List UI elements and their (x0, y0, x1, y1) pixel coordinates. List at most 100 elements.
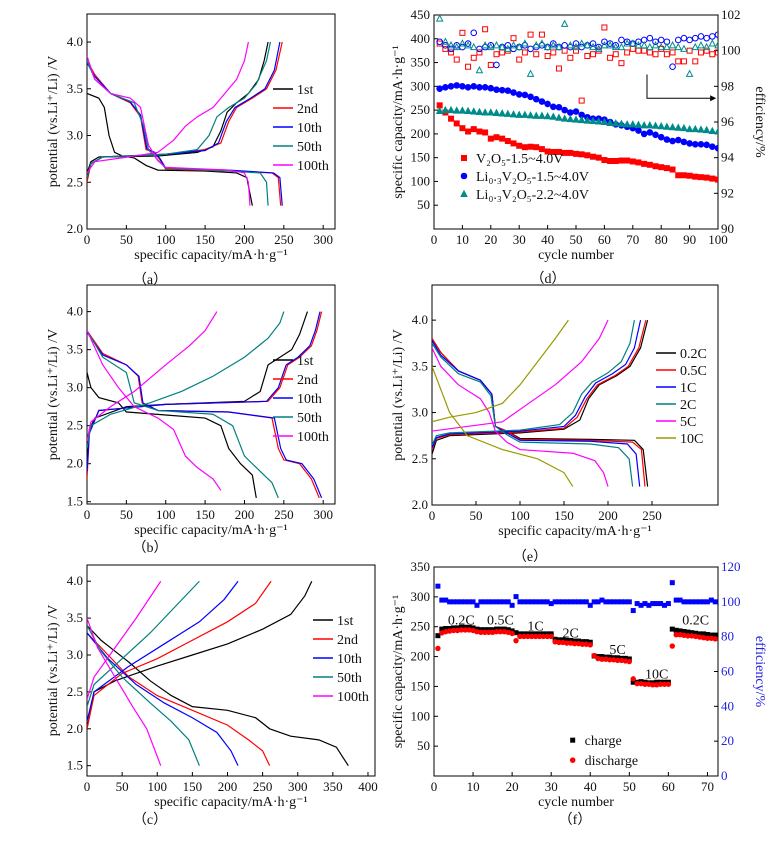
y-axis-label: potential (vs.Li⁺/Li) /V (46, 56, 61, 187)
efficiency-point (532, 41, 541, 49)
legend-label: 5C (680, 415, 696, 430)
efficiency-point (587, 602, 593, 608)
y-tick-label: 100 (411, 708, 431, 723)
efficiency-point (669, 63, 676, 71)
capacity-point (521, 144, 528, 151)
legend-label: 50th (297, 140, 322, 155)
x-axis-label: cycle number (538, 248, 614, 263)
plot-area (87, 311, 323, 499)
discharge-point (458, 627, 465, 633)
plot-frame (86, 13, 336, 230)
efficiency-point (490, 599, 496, 605)
efficiency-point (657, 42, 666, 51)
legend-label: 0.2C (680, 347, 707, 362)
y-tick-label: 150 (411, 150, 431, 165)
capacity-point (447, 83, 455, 90)
efficiency-point (692, 58, 699, 65)
plot-area (87, 41, 283, 206)
capacity-point (555, 148, 562, 155)
efficiency-point (466, 599, 472, 605)
efficiency-point (510, 35, 517, 42)
efficiency-point (515, 42, 524, 51)
discharge-point (650, 682, 656, 688)
efficiency-point (606, 41, 614, 49)
efficiency-point (459, 43, 466, 51)
efficiency-point (527, 45, 534, 53)
efficiency-point (661, 602, 667, 608)
y-tick-label: 1.5 (67, 494, 83, 509)
curve-2nd-discharge (87, 60, 282, 206)
curve-100th-discharge (87, 617, 162, 766)
capacity-point (680, 138, 688, 146)
arrow-head-icon (710, 95, 717, 102)
discharge-point (540, 633, 547, 640)
efficiency-point (486, 599, 492, 605)
efficiency-point (561, 42, 568, 49)
curve-50th-charge (87, 580, 200, 707)
capacity-point (481, 108, 489, 116)
y-tick-label: 2.0 (412, 497, 428, 512)
legend-label: 50th (337, 671, 362, 686)
efficiency-point (573, 47, 579, 54)
x-tick-label: 150 (183, 779, 203, 794)
capacity-point (435, 106, 444, 115)
capacity-point (640, 121, 648, 129)
efficiency-point (578, 97, 585, 104)
capacity-point (641, 160, 648, 167)
capacity-point (646, 121, 654, 129)
charge-point (673, 627, 679, 633)
capacity-point (482, 129, 489, 136)
efficiency-point (638, 602, 644, 608)
capacity-point (635, 127, 642, 134)
efficiency-point (681, 599, 687, 605)
efficiency-point (447, 41, 455, 49)
capacity-point (658, 164, 665, 171)
efficiency-point (646, 602, 652, 608)
efficiency-point (470, 599, 476, 605)
efficiency-point (669, 49, 676, 56)
curve-1st-discharge (87, 372, 257, 499)
legend-label: Li₀.₃V₂O₅-2.2~4.0V (476, 188, 589, 203)
curve-2nd-discharge (87, 330, 320, 499)
efficiency-point (465, 63, 472, 70)
capacity-point (703, 174, 710, 181)
discharge-point (607, 657, 613, 663)
y-tick-label: 300 (411, 78, 431, 93)
discharge-point (536, 633, 543, 640)
efficiency-point (458, 39, 467, 47)
capacity-point (623, 120, 631, 128)
capacity-point (680, 123, 688, 132)
capacity-point (493, 134, 500, 141)
capacity-point (674, 123, 683, 131)
efficiency-point (555, 65, 562, 72)
efficiency-point (509, 602, 515, 608)
curve-2nd-charge (87, 41, 283, 183)
capacity-point (487, 135, 494, 142)
efficiency-point (599, 597, 605, 603)
efficiency-point (494, 599, 500, 605)
efficiency-point (591, 599, 597, 605)
efficiency-point (576, 599, 582, 605)
discharge-point (579, 641, 586, 647)
efficiency-point (646, 49, 653, 56)
discharge-point (685, 633, 691, 639)
efficiency-point (708, 597, 714, 603)
capacity-point (498, 109, 506, 117)
capacity-point (685, 124, 694, 133)
efficiency-point (552, 599, 558, 605)
efficiency-point (703, 47, 710, 54)
capacity-point (532, 111, 541, 119)
discharge-point (630, 676, 636, 682)
y-tick-label: 50 (417, 738, 430, 753)
charge-point (712, 632, 718, 638)
x-tick-label: 100 (708, 232, 728, 247)
capacity-point (663, 122, 671, 130)
x-tick-label: 250 (274, 507, 294, 522)
capacity-point (606, 118, 614, 126)
efficiency-point (601, 38, 608, 46)
efficiency-point (447, 599, 453, 605)
y-tick-label: 2.0 (67, 221, 83, 236)
curve-50th-discharge (87, 330, 279, 499)
y2-tick-label: 0 (721, 768, 728, 783)
capacity-point (652, 163, 659, 170)
